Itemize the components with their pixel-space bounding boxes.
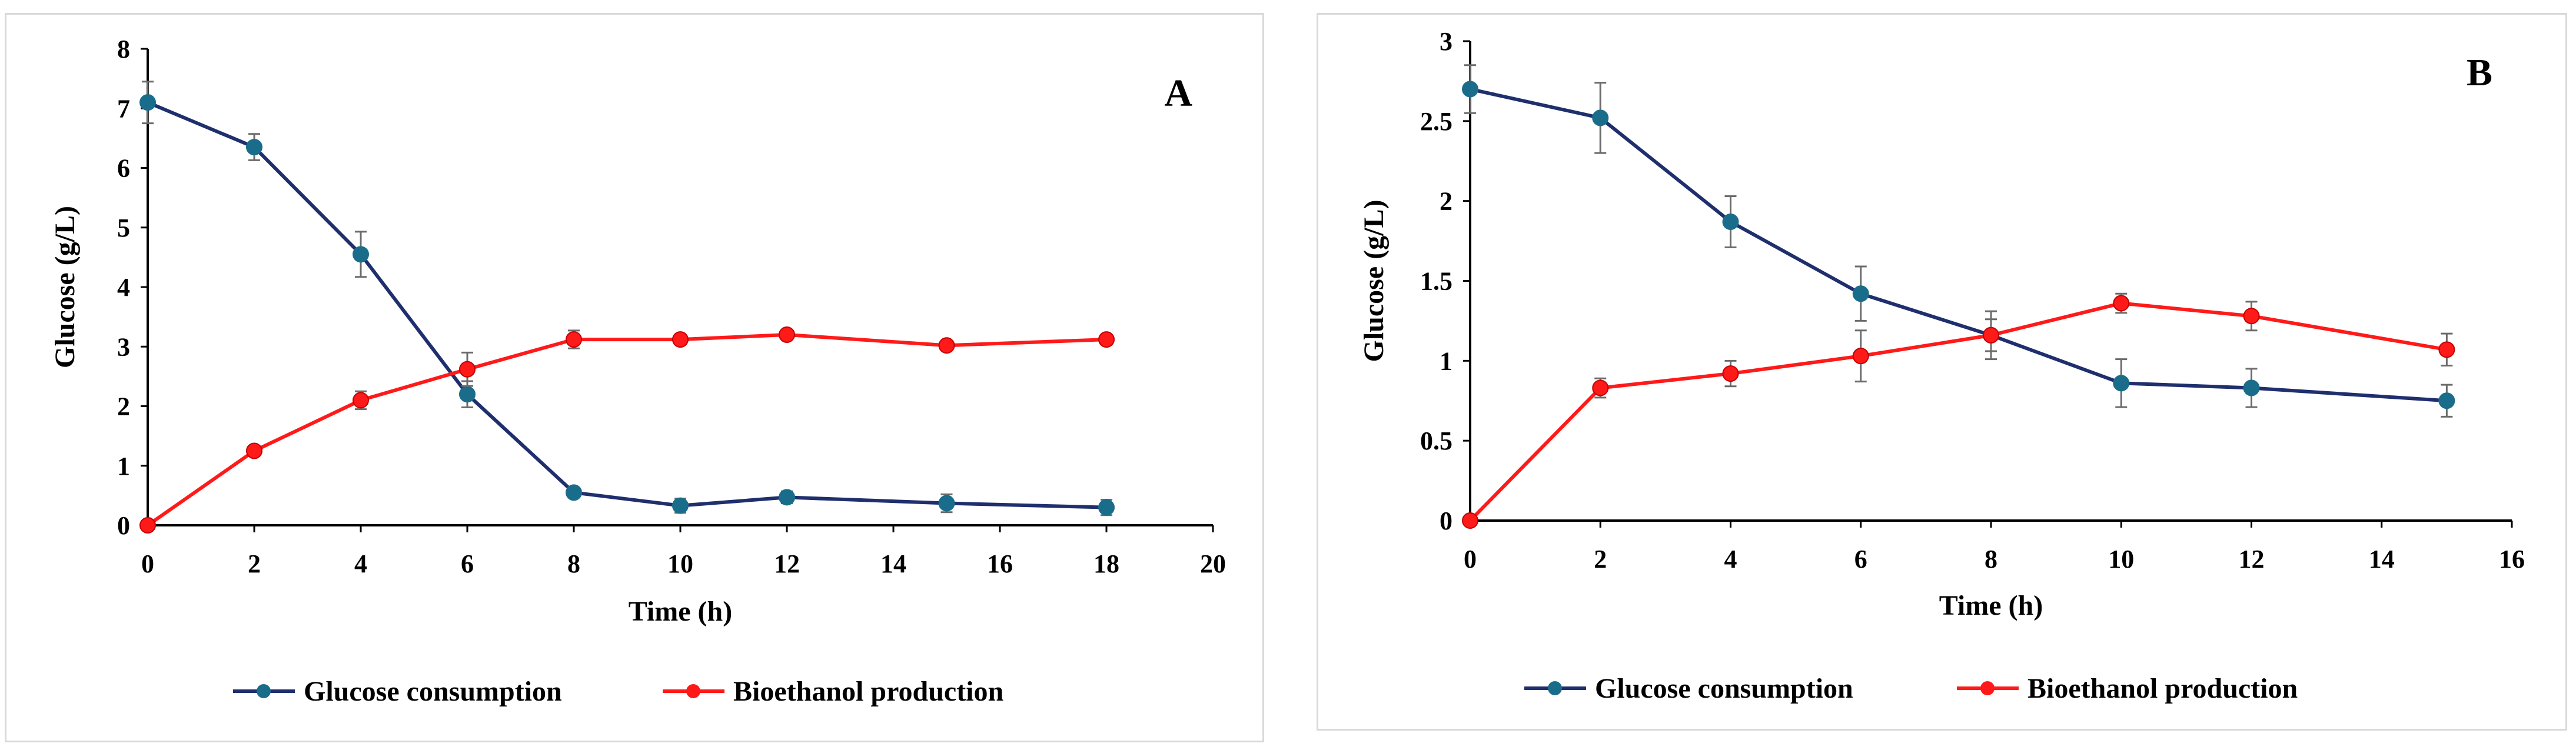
x-tick-label: 16 <box>987 549 1013 578</box>
x-tick-label: 20 <box>1200 549 1226 578</box>
x-tick-label: 16 <box>2499 545 2525 574</box>
y-tick-label: 2 <box>1440 187 1452 216</box>
legend-label-glucose: Glucose consumption <box>304 676 562 707</box>
chart-panel-a: 0 1 2 3 4 5 6 7 8 0 2 4 6 8 10 12 14 16 18 20 Time (h) Glucos… <box>5 13 1264 742</box>
x-tick-label: 0 <box>1464 545 1477 574</box>
y-tick-label: 3 <box>117 332 130 361</box>
bioethanol-data-point <box>1852 348 1869 365</box>
y-axis-title: Glucose (g/L) <box>1358 200 1390 362</box>
glucose-data-point <box>566 484 582 501</box>
y-tick-label: 0.5 <box>1420 426 1452 455</box>
y-tick-label: 0 <box>117 511 130 540</box>
legend-marker-bioethanol <box>686 684 700 698</box>
glucose-data-point <box>2113 375 2130 392</box>
glucose-data-point <box>779 489 795 506</box>
x-tick-label: 12 <box>774 549 800 578</box>
x-tick-label: 12 <box>2239 545 2265 574</box>
panel-label: A <box>1164 72 1192 115</box>
y-tick-label: 8 <box>117 35 130 64</box>
bioethanol-data-point <box>566 331 582 348</box>
glucose-data-point <box>1098 499 1115 516</box>
bioethanol-series-line <box>147 333 1107 527</box>
bioethanol-data-point <box>2113 295 2130 312</box>
x-axis-title: Time (h) <box>1939 590 2043 621</box>
x-tick-label: 0 <box>141 549 154 578</box>
bioethanol-data-point <box>1098 331 1115 348</box>
legend-label-bioethanol: Bioethanol production <box>2027 673 2298 704</box>
legend-label-glucose: Glucose consumption <box>1595 673 1853 704</box>
legend-marker-glucose <box>257 684 271 698</box>
bioethanol-data-point <box>139 517 156 534</box>
bioethanol-data-point <box>1462 512 1478 529</box>
y-tick-label: 0 <box>1440 506 1452 535</box>
x-tick-label: 10 <box>667 549 693 578</box>
y-tick-label: 1 <box>117 452 130 481</box>
y-tick-label: 4 <box>117 273 130 302</box>
x-tick-label: 8 <box>567 549 580 578</box>
glucose-data-point <box>938 495 955 512</box>
x-tick-label: 4 <box>354 549 367 578</box>
y-tick-label: 2.5 <box>1420 107 1452 136</box>
bioethanol-data-point <box>353 392 369 409</box>
y-tick-label: 1.5 <box>1420 267 1452 296</box>
x-tick-label: 4 <box>1724 545 1737 574</box>
bioethanol-data-point <box>779 326 795 343</box>
bioethanol-data-point <box>246 442 262 459</box>
legend-marker-bioethanol <box>1980 681 1995 695</box>
chart-b-svg: 0 0.5 1 1.5 2 2.5 3 0 2 4 6 8 10 12 14 16 Time (h) Glucos… <box>1358 27 2525 704</box>
legend-item-glucose: Glucose consumption <box>1524 673 1853 704</box>
x-tick-label: 2 <box>1594 545 1607 574</box>
x-axis-title: Time (h) <box>629 596 732 627</box>
x-tick-label: 18 <box>1093 549 1119 578</box>
glucose-data-point <box>2243 379 2260 396</box>
glucose-data-point <box>246 139 262 156</box>
legend-label-bioethanol: Bioethanol production <box>733 676 1003 707</box>
bioethanol-data-point <box>1722 365 1739 382</box>
legend-marker-glucose <box>1548 681 1562 695</box>
y-tick-label: 3 <box>1440 27 1452 56</box>
bioethanol-data-point <box>2438 341 2455 358</box>
bioethanol-data-point <box>672 331 689 348</box>
glucose-data-point <box>1722 213 1739 230</box>
glucose-data-point <box>672 497 689 514</box>
glucose-series-line <box>147 101 1107 509</box>
glucose-data-point <box>1592 109 1609 126</box>
glucose-data-point <box>139 94 156 111</box>
glucose-data-point <box>353 246 369 263</box>
legend-item-bioethanol: Bioethanol production <box>1957 673 2298 704</box>
glucose-data-point <box>459 386 476 403</box>
y-tick-label: 1 <box>1440 346 1452 375</box>
legend-item-glucose: Glucose consumption <box>233 676 562 707</box>
y-tick-label: 2 <box>117 392 130 421</box>
bioethanol-data-point <box>2243 308 2260 325</box>
y-tick-label: 7 <box>117 94 130 123</box>
x-tick-label: 14 <box>2369 545 2395 574</box>
legend-item-bioethanol: Bioethanol production <box>663 676 1003 707</box>
y-axis-title: Glucose (g/L) <box>49 206 81 368</box>
y-tick-label: 5 <box>117 214 130 242</box>
glucose-series-line <box>1470 87 2447 403</box>
glucose-data-point <box>1462 81 1478 98</box>
x-tick-label: 14 <box>880 549 906 578</box>
x-tick-label: 6 <box>461 549 474 578</box>
x-tick-label: 10 <box>2108 545 2134 574</box>
chart-panel-b: 0 0.5 1 1.5 2 2.5 3 0 2 4 6 8 10 12 14 16 Time (h) Glucos… <box>1317 13 2567 731</box>
bioethanol-series-line <box>1468 301 2447 522</box>
bioethanol-data-point <box>938 337 955 354</box>
glucose-data-point <box>1852 285 1869 302</box>
glucose-data-point <box>2438 392 2455 409</box>
x-tick-label: 8 <box>1985 545 1997 574</box>
panel-label: B <box>2467 51 2492 94</box>
x-tick-label: 6 <box>1854 545 1867 574</box>
bioethanol-data-point <box>1592 379 1609 396</box>
x-tick-label: 2 <box>248 549 261 578</box>
y-tick-label: 6 <box>117 154 130 183</box>
bioethanol-data-point <box>459 361 476 378</box>
bioethanol-data-point <box>1983 326 1999 344</box>
